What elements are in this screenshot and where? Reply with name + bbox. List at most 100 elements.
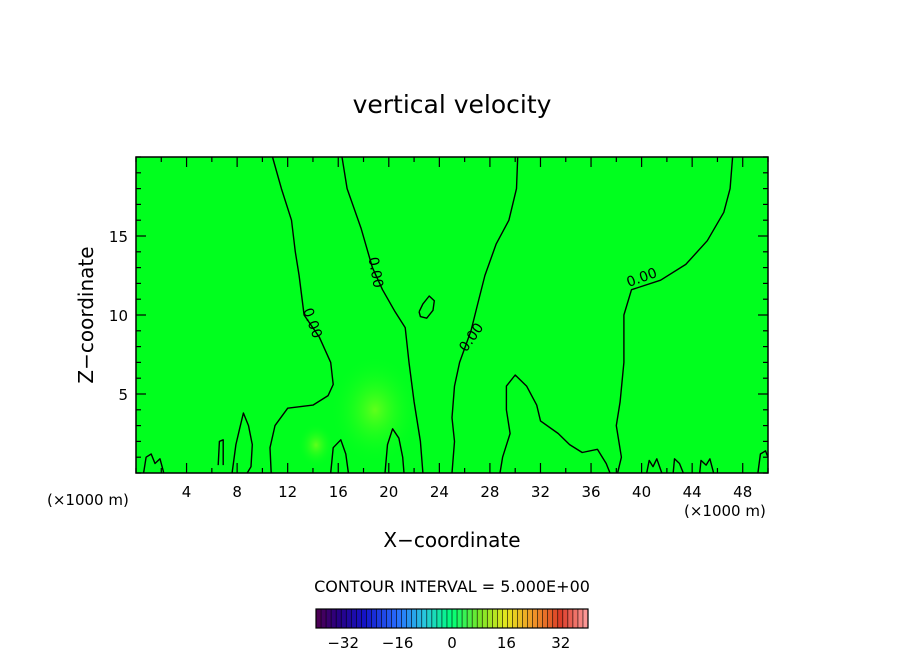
colorbar-band-49 [557,609,564,628]
colorbar-band-41 [517,609,523,628]
contour-line-6 [418,295,435,319]
x-tick-label-44: 44 [683,483,702,501]
colorbar-band-3 [326,609,332,628]
colorbar-band-2 [321,609,327,628]
colorbar-band-33 [477,609,483,628]
colorbar-band-14 [381,609,387,628]
plot-area: 0.000.000.000.00 [135,156,769,474]
colorbar-band-39 [507,609,513,628]
x-tick-label-8: 8 [232,483,242,501]
colorbar-band-25 [436,609,443,628]
y-axis: 5 10 15 [109,156,768,474]
contour-line-13 [672,458,684,474]
colorbar-band-30 [462,609,468,628]
contour-line-9 [231,412,253,474]
colorbar-band-46 [542,609,548,628]
y-tick-label-15: 15 [109,228,128,246]
contour-interval-note: CONTOUR INTERVAL = 5.000E+00 [314,577,590,596]
colorbar-band-21 [416,609,422,628]
contour-line-4 [499,374,611,474]
colorbar-tick-label-4: 16 [497,634,516,652]
colorbar-band-13 [376,609,382,628]
x-tick-label-12: 12 [278,483,297,501]
colorbar-band-35 [487,609,493,628]
colorbar-band-36 [492,609,498,628]
colorbar-band-24 [431,609,438,628]
x-tick-label-48: 48 [733,483,752,501]
colorbar-band-32 [472,609,478,628]
colorbar-band-45 [537,609,543,628]
contour-line-10 [330,439,350,474]
colorbar-band-8 [351,609,357,628]
colorbar-band-19 [406,609,412,628]
x-unit-right: (×1000 m) [684,502,766,520]
y-tick-label-5: 5 [118,386,128,404]
colorbar-band-17 [396,609,402,628]
x-tick-label-20: 20 [379,483,398,501]
colorbar-band-29 [457,609,463,628]
colorbar-band-47 [547,609,553,628]
colorbar-band-31 [467,609,473,628]
colorbar-frame [315,608,589,629]
colorbar-band-42 [522,609,528,628]
colorbar-band-12 [371,609,377,628]
contour-line-14 [699,458,715,474]
y-tick-label-10: 10 [109,307,128,325]
x-tick-label-4: 4 [182,483,192,501]
colorbar-band-16 [391,609,397,628]
contour-line-1 [269,156,334,474]
colorbar-band-44 [532,609,538,628]
colorbar-band-15 [386,609,392,628]
x-axis: 4 8 12 16 20 24 28 32 36 40 44 48 [135,157,769,501]
colorbar-band-5 [336,609,342,628]
colorbar-band-50 [562,609,569,628]
warm-patch-small [298,423,334,467]
colorbar-band-4 [331,609,337,628]
x-tick-label-16: 16 [329,483,348,501]
colorbar-band-48 [552,609,558,628]
colorbar-band-1 [316,609,322,628]
x-tick-label-24: 24 [430,483,449,501]
x-axis-label: X−coordinate [383,528,520,552]
contour-lines [142,156,769,474]
colorbar-band-54 [582,609,589,628]
colorbar-band-28 [452,609,458,628]
contour-line-12 [646,458,663,474]
x-unit-left: (×1000 m) [47,491,129,509]
colorbar-band-23 [426,609,433,628]
colorbar-band-11 [366,609,372,628]
colorbar-band-27 [446,609,453,628]
colorbar-tick-label-2: −16 [382,634,414,652]
x-tick-label-28: 28 [480,483,499,501]
contour-line-2 [341,156,424,474]
x-tick-label-40: 40 [632,483,651,501]
colorbar-band-37 [497,609,503,628]
colorbar-band-43 [527,609,533,628]
contour-line-7 [142,453,165,474]
colorbar-band-52 [572,609,579,628]
contour-line-11 [384,428,405,474]
colorbar-band-22 [421,609,428,628]
colorbar-band-18 [401,609,407,628]
colorbar-band-53 [577,609,584,628]
colorbar-band-20 [411,609,417,628]
colorbar [315,608,589,629]
warm-patch [330,355,420,465]
x-tick-label-36: 36 [581,483,600,501]
contour-line-5 [615,156,734,474]
contour-line-15 [757,450,769,474]
plot-background [136,157,768,473]
colorbar-band-10 [361,609,367,628]
colorbar-ticks: −32 −16 0 16 32 [327,634,570,652]
colorbar-tick-label-5: 32 [551,634,570,652]
colorbar-band-38 [502,609,508,628]
colorbar-tick-label-3: 0 [447,634,457,652]
colorbar-band-26 [441,609,448,628]
colorbar-band-7 [346,609,352,628]
x-tick-label-32: 32 [531,483,550,501]
chart-title: vertical velocity [353,90,552,119]
colorbar-band-9 [356,609,362,628]
colorbar-band-40 [512,609,518,628]
colorbar-band-34 [482,609,488,628]
